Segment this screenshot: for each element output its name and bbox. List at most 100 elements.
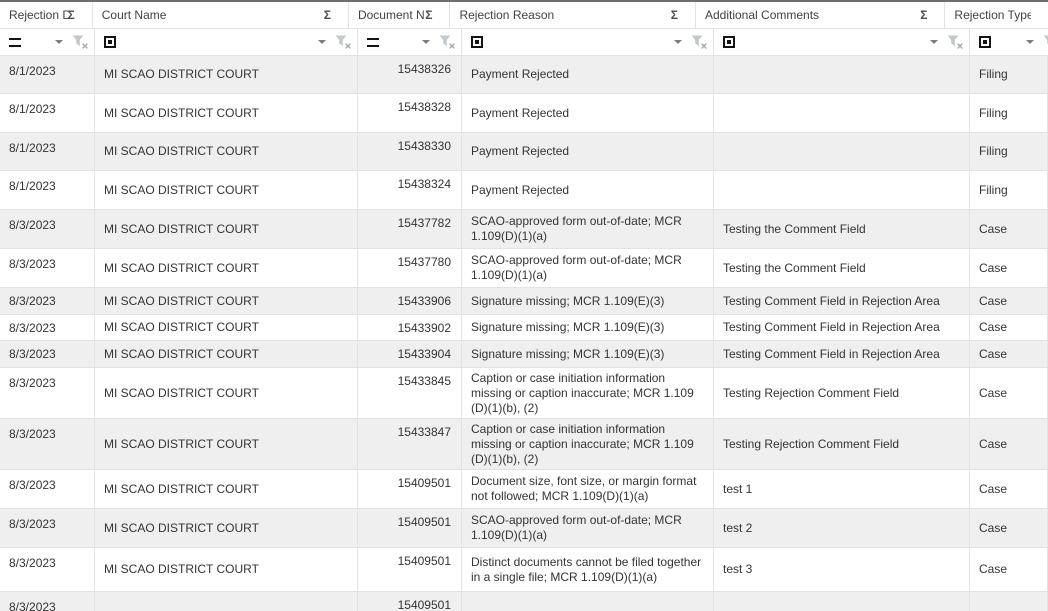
filter-operator-contains-icon[interactable] [471, 36, 483, 48]
cell-document-number[interactable]: 15438326 [358, 56, 462, 93]
cell-additional-comments[interactable]: test 3 [714, 548, 970, 591]
cell-rejection-type[interactable]: Case [970, 368, 1048, 418]
cell-additional-comments[interactable] [714, 94, 970, 132]
cell-court-name[interactable]: MI SCAO DISTRICT COURT [95, 133, 358, 170]
cell-rejection-reason[interactable]: Public document inappropriately marked [462, 592, 714, 611]
column-header-rejection-date[interactable]: Rejection Date Σ [0, 2, 93, 28]
column-header-document-number[interactable]: Document Number Σ [349, 2, 451, 28]
cell-rejection-reason[interactable]: SCAO-approved form out-of-date; MCR 1.10… [462, 249, 714, 287]
cell-court-name[interactable]: MI SCAO DISTRICT COURT [95, 171, 358, 209]
cell-rejection-reason[interactable]: Payment Rejected [462, 133, 714, 170]
cell-court-name[interactable]: MI SCAO DISTRICT COURT [95, 341, 358, 367]
column-header-rejection-reason[interactable]: Rejection Reason Σ [450, 2, 696, 28]
chevron-down-icon[interactable] [674, 40, 682, 44]
cell-document-number[interactable]: 15409501 [358, 509, 462, 547]
table-row[interactable]: 8/1/2023 MI SCAO DISTRICT COURT 15438324… [0, 171, 1048, 210]
cell-rejection-reason[interactable]: Signature missing; MCR 1.109(E)(3) [462, 341, 714, 367]
table-row[interactable]: 8/3/2023 MI SCAO DISTRICT COURT 15433904… [0, 341, 1048, 368]
cell-court-name[interactable]: MI SCAO DISTRICT COURT [95, 592, 358, 611]
cell-court-name[interactable]: MI SCAO DISTRICT COURT [95, 288, 358, 314]
filter-input-rejection-reason[interactable] [483, 29, 674, 55]
cell-additional-comments[interactable]: Testing the Comment Field [714, 249, 970, 287]
cell-document-number[interactable]: 15409501 [358, 548, 462, 591]
clear-filter-funnel-icon[interactable] [439, 35, 456, 49]
chevron-down-icon[interactable] [930, 40, 938, 44]
summary-sigma-icon[interactable]: Σ [323, 8, 331, 22]
cell-additional-comments[interactable] [714, 133, 970, 170]
cell-rejection-date[interactable]: 8/3/2023 [0, 419, 95, 469]
chevron-down-icon[interactable] [55, 40, 63, 44]
cell-additional-comments[interactable]: Testing Rejection Comment Field [714, 419, 970, 469]
column-header-court-name[interactable]: Court Name Σ [93, 2, 349, 28]
cell-rejection-reason[interactable]: Caption or case initiation information m… [462, 419, 714, 469]
cell-rejection-date[interactable]: 8/3/2023 [0, 470, 95, 508]
cell-rejection-type[interactable]: Case [970, 548, 1048, 591]
table-row[interactable]: 8/3/2023 MI SCAO DISTRICT COURT 15409501… [0, 470, 1048, 509]
cell-rejection-reason[interactable]: Signature missing; MCR 1.109(E)(3) [462, 288, 714, 314]
cell-document-number[interactable]: 15433906 [358, 288, 462, 314]
clear-filter-funnel-icon[interactable] [72, 35, 89, 49]
table-row[interactable]: 8/3/2023 MI SCAO DISTRICT COURT 15433906… [0, 288, 1048, 315]
cell-court-name[interactable]: MI SCAO DISTRICT COURT [95, 56, 358, 93]
filter-input-court-name[interactable] [116, 29, 318, 55]
cell-rejection-reason[interactable]: Caption or case initiation information m… [462, 368, 714, 418]
cell-rejection-type[interactable]: Filing [970, 56, 1048, 93]
clear-filter-funnel-icon[interactable] [691, 35, 708, 49]
column-header-rejection-type[interactable]: Rejection Type [945, 2, 1048, 28]
table-row[interactable]: 8/3/2023 MI SCAO DISTRICT COURT 15409501… [0, 509, 1048, 548]
cell-rejection-reason[interactable]: Distinct documents cannot be filed toget… [462, 548, 714, 591]
cell-document-number[interactable]: 15437782 [358, 210, 462, 248]
cell-document-number[interactable]: 15437780 [358, 249, 462, 287]
cell-document-number[interactable]: 15433904 [358, 341, 462, 367]
cell-rejection-reason[interactable]: SCAO-approved form out-of-date; MCR 1.10… [462, 210, 714, 248]
cell-rejection-type[interactable]: Filing [970, 94, 1048, 132]
cell-document-number[interactable]: 15438330 [358, 133, 462, 170]
table-row[interactable]: 8/1/2023 MI SCAO DISTRICT COURT 15438326… [0, 56, 1048, 94]
cell-additional-comments[interactable]: test 2 [714, 509, 970, 547]
cell-additional-comments[interactable]: Testing the Comment Field [714, 210, 970, 248]
cell-rejection-reason[interactable]: Document size, font size, or margin form… [462, 470, 714, 508]
cell-rejection-type[interactable]: Case [970, 249, 1048, 287]
cell-court-name[interactable]: MI SCAO DISTRICT COURT [95, 419, 358, 469]
cell-rejection-type[interactable]: Case [970, 419, 1048, 469]
cell-rejection-date[interactable]: 8/3/2023 [0, 341, 95, 367]
cell-rejection-type[interactable]: Case [970, 341, 1048, 367]
cell-additional-comments[interactable]: Testing Comment Field in Rejection Area [714, 315, 970, 340]
cell-rejection-reason[interactable]: SCAO-approved form out-of-date; MCR 1.10… [462, 509, 714, 547]
filter-input-rejection-date[interactable] [21, 29, 55, 55]
filter-operator-equals-icon[interactable] [9, 37, 21, 47]
table-row[interactable]: 8/3/2023 MI SCAO DISTRICT COURT 15409501… [0, 548, 1048, 592]
table-row[interactable]: 8/1/2023 MI SCAO DISTRICT COURT 15438328… [0, 94, 1048, 133]
cell-court-name[interactable]: MI SCAO DISTRICT COURT [95, 210, 358, 248]
cell-rejection-reason[interactable]: Payment Rejected [462, 56, 714, 93]
chevron-down-icon[interactable] [422, 40, 430, 44]
table-row[interactable]: 8/3/2023 MI SCAO DISTRICT COURT 15437780… [0, 249, 1048, 288]
cell-court-name[interactable]: MI SCAO DISTRICT COURT [95, 509, 358, 547]
cell-document-number[interactable]: 15433902 [358, 315, 462, 340]
cell-rejection-type[interactable]: Case [970, 592, 1048, 611]
cell-rejection-type[interactable]: Case [970, 470, 1048, 508]
table-row[interactable]: 8/1/2023 MI SCAO DISTRICT COURT 15438330… [0, 133, 1048, 171]
table-row[interactable]: 8/3/2023 MI SCAO DISTRICT COURT 15433845… [0, 368, 1048, 419]
cell-court-name[interactable]: MI SCAO DISTRICT COURT [95, 368, 358, 418]
cell-additional-comments[interactable]: Testing Comment Field in Rejection Area [714, 288, 970, 314]
filter-operator-contains-icon[interactable] [104, 36, 116, 48]
cell-rejection-type[interactable]: Case [970, 210, 1048, 248]
cell-document-number[interactable]: 15409501 [358, 592, 462, 611]
filter-input-rejection-type[interactable] [991, 29, 1026, 55]
filter-input-additional-comments[interactable] [735, 29, 930, 55]
summary-sigma-icon[interactable]: Σ [920, 8, 928, 22]
cell-rejection-type[interactable]: Filing [970, 171, 1048, 209]
cell-document-number[interactable]: 15438324 [358, 171, 462, 209]
clear-filter-funnel-icon[interactable] [1043, 35, 1048, 49]
cell-rejection-date[interactable]: 8/1/2023 [0, 171, 95, 209]
cell-document-number[interactable]: 15433845 [358, 368, 462, 418]
cell-document-number[interactable]: 15409501 [358, 470, 462, 508]
cell-rejection-date[interactable]: 8/1/2023 [0, 94, 95, 132]
cell-rejection-date[interactable]: 8/3/2023 [0, 315, 95, 340]
cell-rejection-date[interactable]: 8/3/2023 [0, 592, 95, 611]
cell-rejection-type[interactable]: Filing [970, 133, 1048, 170]
cell-rejection-type[interactable]: Case [970, 315, 1048, 340]
cell-additional-comments[interactable]: test 4 [714, 592, 970, 611]
cell-rejection-reason[interactable]: Payment Rejected [462, 94, 714, 132]
